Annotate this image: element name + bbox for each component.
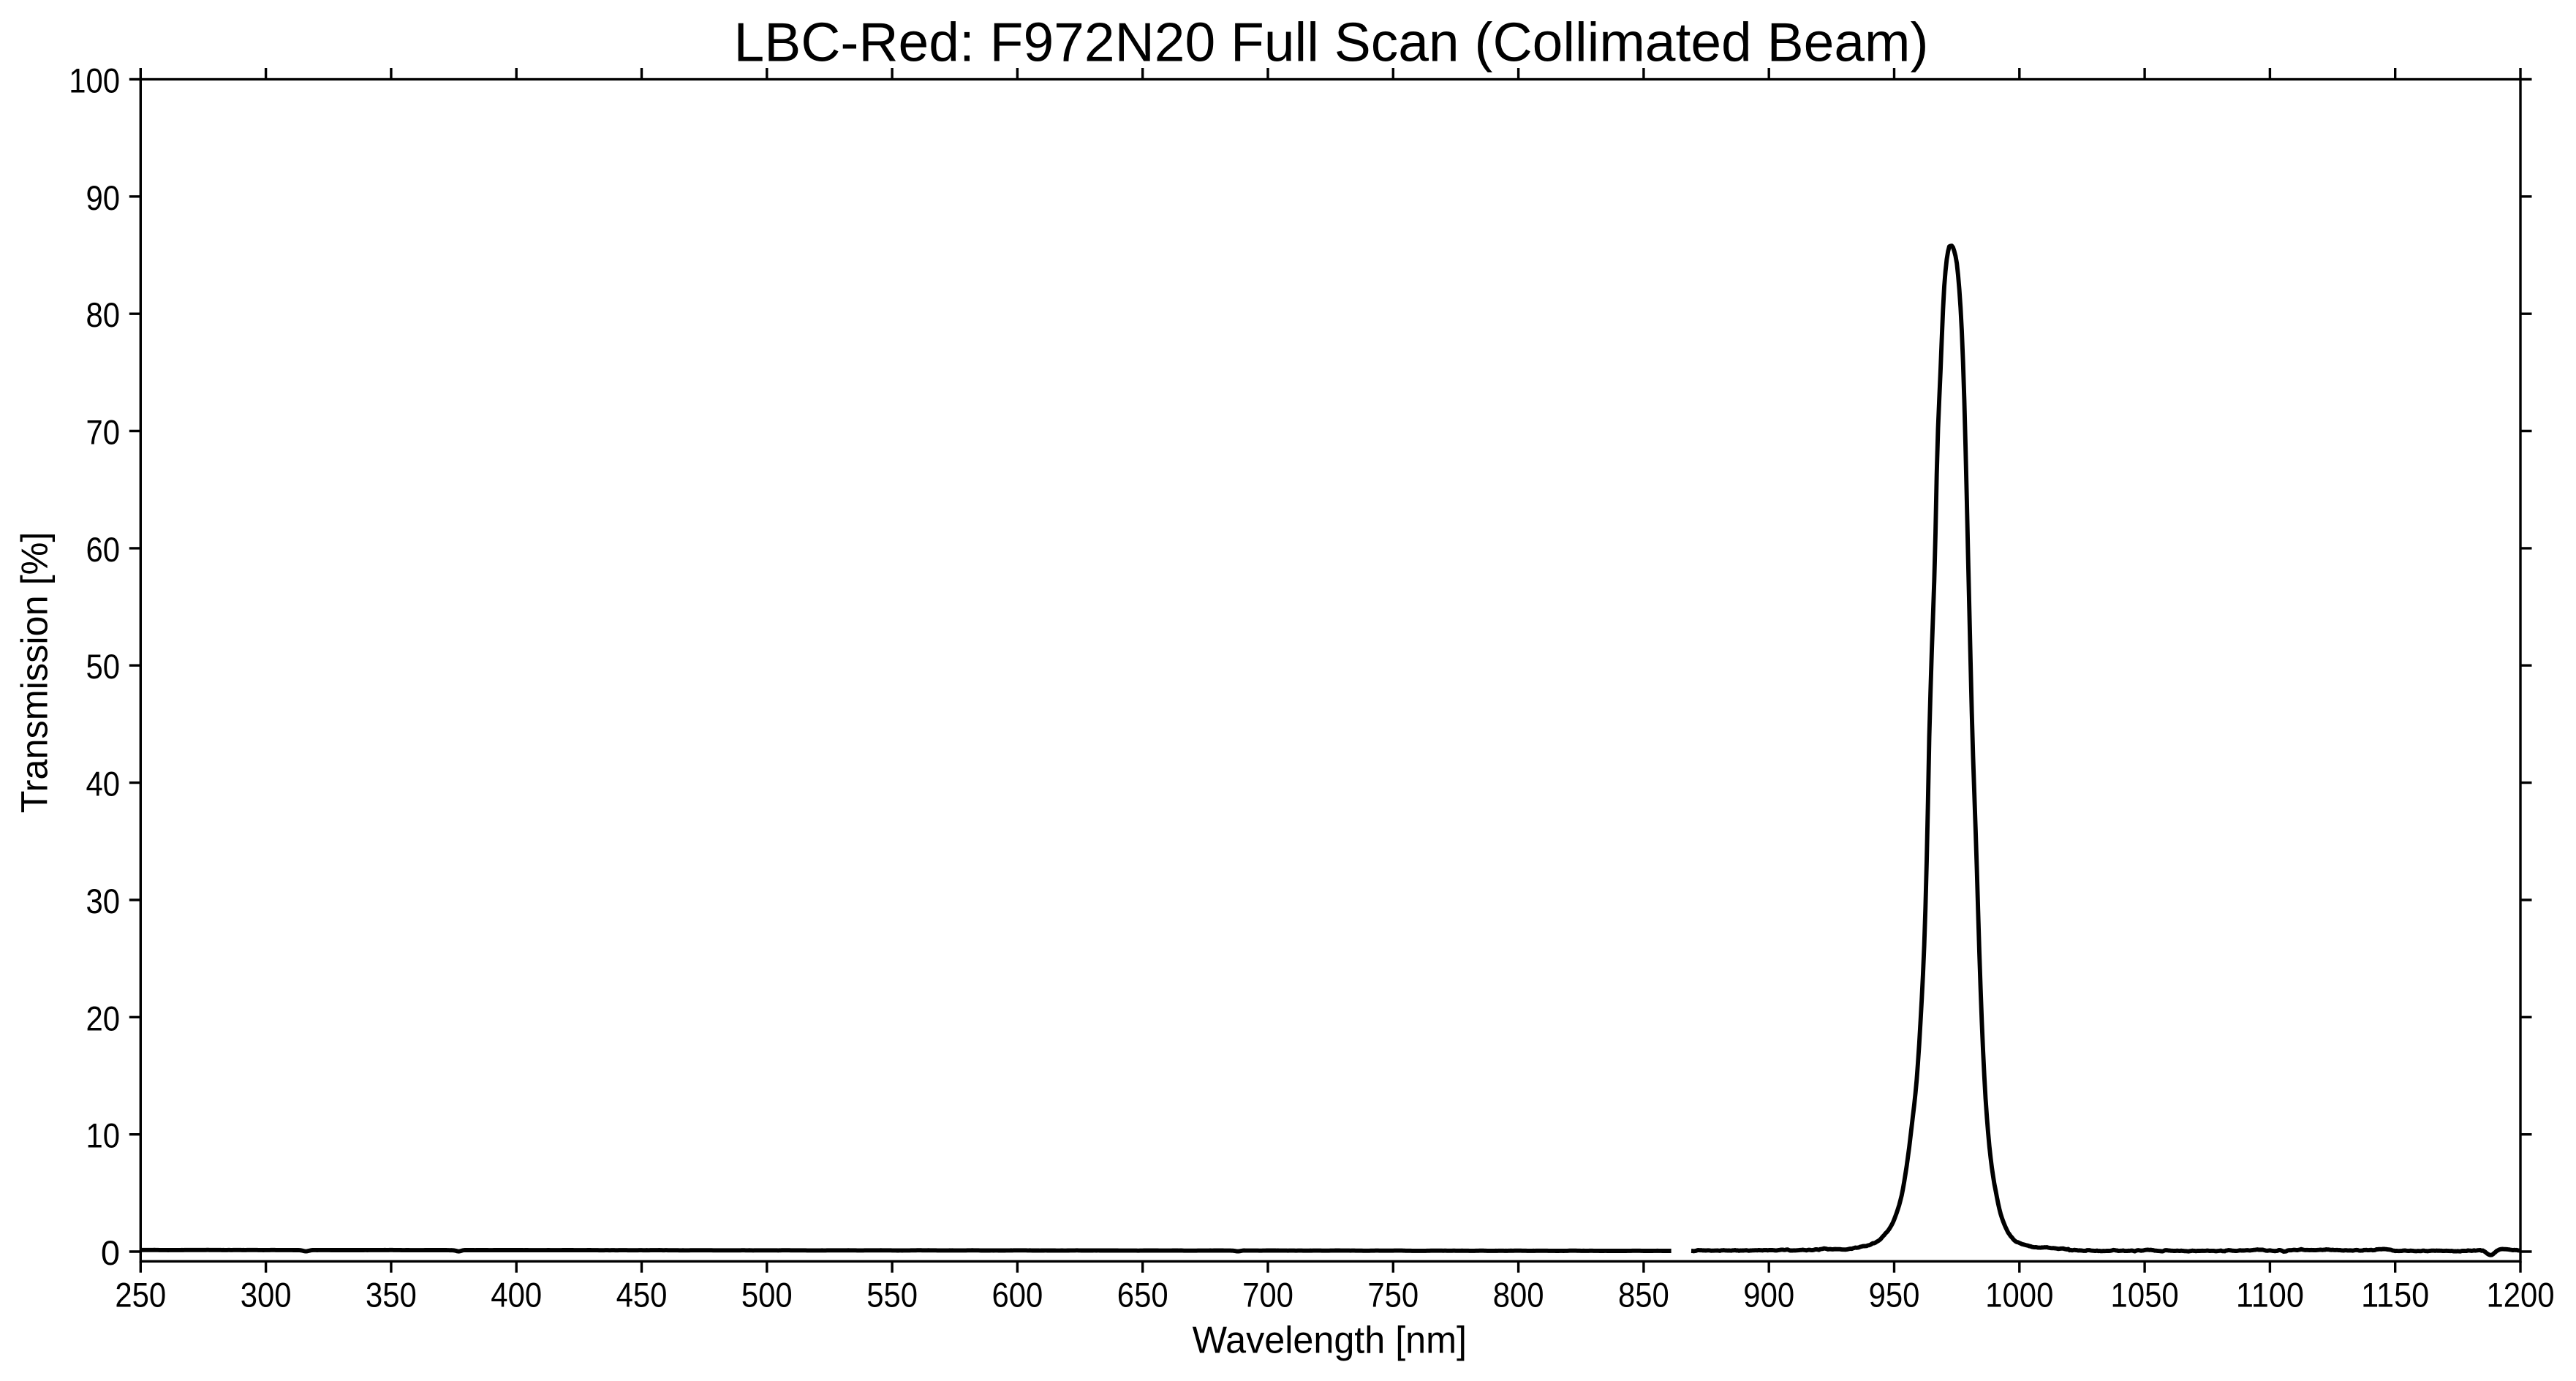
- svg-text:30: 30: [86, 882, 121, 920]
- svg-text:0: 0: [101, 1233, 120, 1272]
- svg-text:1200: 1200: [2486, 1275, 2554, 1314]
- svg-text:350: 350: [366, 1275, 417, 1314]
- svg-text:750: 750: [1367, 1275, 1419, 1314]
- svg-text:800: 800: [1493, 1275, 1544, 1314]
- svg-text:250: 250: [115, 1275, 166, 1314]
- svg-text:20: 20: [86, 999, 121, 1037]
- svg-text:650: 650: [1117, 1275, 1168, 1314]
- svg-text:50: 50: [86, 647, 121, 686]
- svg-text:70: 70: [86, 413, 121, 452]
- svg-text:60: 60: [86, 530, 121, 569]
- svg-text:850: 850: [1618, 1275, 1669, 1314]
- svg-text:40: 40: [86, 765, 121, 803]
- svg-text:400: 400: [491, 1275, 542, 1314]
- svg-text:1150: 1150: [2361, 1275, 2429, 1314]
- svg-text:300: 300: [241, 1275, 292, 1314]
- svg-text:100: 100: [69, 61, 120, 100]
- svg-text:450: 450: [616, 1275, 668, 1314]
- svg-text:950: 950: [1869, 1275, 1920, 1314]
- svg-text:Transmission [%]: Transmission [%]: [13, 532, 55, 814]
- svg-text:550: 550: [866, 1275, 918, 1314]
- svg-text:500: 500: [741, 1275, 793, 1314]
- svg-text:10: 10: [86, 1116, 121, 1155]
- svg-text:90: 90: [86, 178, 121, 217]
- svg-text:1100: 1100: [2236, 1275, 2304, 1314]
- svg-text:80: 80: [86, 295, 121, 334]
- svg-text:900: 900: [1743, 1275, 1794, 1314]
- svg-text:Wavelength [nm]: Wavelength [nm]: [1193, 1320, 1467, 1362]
- svg-text:700: 700: [1242, 1275, 1293, 1314]
- svg-text:LBC-Red: F972N20 Full Scan (Co: LBC-Red: F972N20 Full Scan (Collimated B…: [734, 12, 1929, 73]
- svg-text:1050: 1050: [2111, 1275, 2179, 1314]
- svg-text:1000: 1000: [1985, 1275, 2053, 1314]
- svg-text:600: 600: [992, 1275, 1043, 1314]
